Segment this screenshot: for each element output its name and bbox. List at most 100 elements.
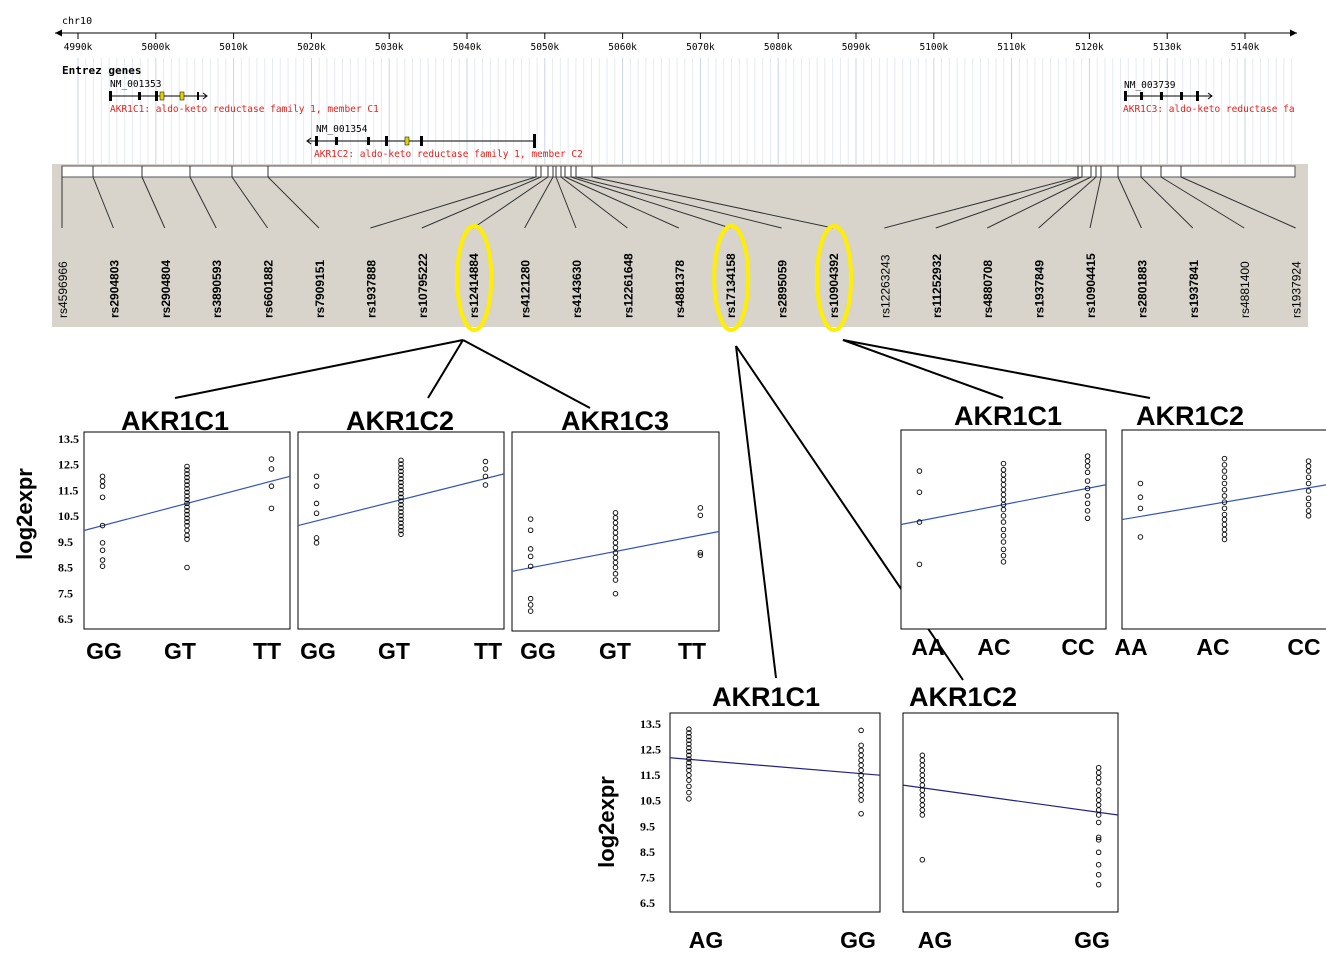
plot-title: AKR1C2 <box>909 682 1017 712</box>
snp-label: rs11252932 <box>930 254 944 318</box>
data-point <box>1221 474 1228 481</box>
data-point <box>697 512 704 519</box>
data-point <box>527 602 534 608</box>
genotype-label: AG <box>689 927 724 953</box>
data-point <box>1221 455 1228 462</box>
ruler-tick-label: 5130k <box>1153 42 1182 53</box>
gene-exon <box>420 136 423 146</box>
connector-line <box>842 339 1004 399</box>
y-tick-label: 8.5 <box>640 845 655 859</box>
gene-description: AKR1C1: aldo-keto reductase family 1, me… <box>110 104 379 115</box>
plot-akr1c1-rs12414884: AKR1C1 GG GT TT <box>83 406 291 664</box>
y-tick-label: 7.5 <box>640 870 655 884</box>
gene-exon <box>109 91 112 101</box>
data-point <box>1095 861 1102 868</box>
gene-exon <box>315 136 318 146</box>
data-point <box>527 608 534 614</box>
snp-label: rs4880708 <box>981 260 995 318</box>
snp-label: rs10904415 <box>1084 253 1098 318</box>
gene-accession: NM_003739 <box>1124 80 1176 91</box>
data-point <box>1095 871 1102 878</box>
data-point <box>398 487 404 493</box>
data-point <box>1137 534 1144 540</box>
genotype-label: GT <box>378 638 410 664</box>
data-point <box>612 590 619 597</box>
data-point <box>686 752 692 759</box>
gene-akr1c2[interactable]: NM_001354 AKR1C2: aldo-keto reductase fa… <box>306 124 583 160</box>
snp-connector <box>575 176 782 229</box>
data-point <box>398 483 404 489</box>
genotype-label: GT <box>164 638 196 664</box>
data-point <box>398 490 404 497</box>
data-point <box>184 508 190 514</box>
genome-browser: chr10 4990k 5000k 5010k 5020k 5030k 5040k 5050… <box>52 16 1308 332</box>
data-point <box>1000 506 1007 513</box>
connector-line <box>462 339 591 409</box>
ruler-tick-label: 5070k <box>686 42 715 53</box>
data-point <box>184 485 190 492</box>
gene-akr1c3[interactable]: NM_003739 AKR1C3: aldo-keto reductase fa <box>1123 80 1295 115</box>
genotype-label: TT <box>253 638 281 664</box>
snp-label: rs4881400 <box>1238 261 1252 318</box>
y-tick-labels-left: 13.5 12.5 11.5 10.5 9.5 8.5 7.5 6.5 <box>58 432 79 626</box>
y-tick-label: 9.5 <box>640 819 655 833</box>
snp-label: rs2904804 <box>159 260 173 318</box>
data-point <box>268 505 275 512</box>
data-point <box>1084 493 1091 499</box>
data-point <box>398 531 404 537</box>
data-point <box>697 549 704 556</box>
genotype-label: AG <box>918 927 953 953</box>
snp-connector <box>524 176 554 229</box>
data-point <box>99 557 106 563</box>
genotype-label: TT <box>678 638 706 664</box>
data-point <box>527 595 534 602</box>
genotype-label: GG <box>1074 927 1110 953</box>
data-point <box>1095 881 1102 888</box>
gene-exon <box>1160 92 1163 100</box>
ruler-tick-label: 5010k <box>219 42 248 53</box>
data-point <box>686 783 692 790</box>
snp-connector <box>267 176 320 229</box>
gene-accession: NM_001354 <box>316 124 368 135</box>
data-point <box>398 524 404 530</box>
data-point <box>184 564 190 571</box>
y-tick-labels-bottom: 13.5 12.5 11.5 10.5 9.5 8.5 7.5 6.5 <box>640 717 661 910</box>
genotype-label: GG <box>840 927 876 953</box>
snp-connector <box>1160 176 1245 229</box>
data-point <box>313 540 320 546</box>
data-point <box>1095 819 1102 826</box>
data-point <box>1000 519 1007 525</box>
snp-connector <box>935 176 1083 229</box>
data-point <box>398 472 404 478</box>
data-point <box>858 810 864 817</box>
plot-akr1c3-rs12414884: AKR1C3 GG GT TT <box>511 406 720 664</box>
plot-akr1c2-rs12414884: AKR1C2 GG GT TT <box>297 406 505 664</box>
snp-connector <box>421 176 542 229</box>
data-point <box>1221 505 1228 512</box>
data-point <box>527 563 534 570</box>
data-point <box>482 458 489 465</box>
ruler-tick-label: 4990k <box>64 42 93 53</box>
snp-connector <box>555 176 577 229</box>
genotype-label: AA <box>1114 634 1147 660</box>
ruler-tick-label: 5000k <box>141 42 170 53</box>
data-point <box>184 474 190 481</box>
snp-label: rs7909151 <box>313 260 327 318</box>
data-point <box>919 812 926 818</box>
data-point <box>1137 494 1144 500</box>
chromosome-label: chr10 <box>62 16 92 27</box>
snp-label: rs2904803 <box>107 260 121 318</box>
data-point <box>1305 474 1312 481</box>
plot-frame <box>511 431 720 632</box>
gene-akr1c1[interactable]: NM_001353 AKR1C1: aldo-keto reductase fa… <box>109 79 379 115</box>
data-point <box>686 745 692 751</box>
ruler-tick-label: 5040k <box>453 42 482 53</box>
data-point <box>686 760 692 766</box>
data-point <box>268 483 275 489</box>
data-point <box>184 463 190 470</box>
gene-exon <box>179 91 185 101</box>
plot-title: AKR1C2 <box>1136 401 1244 431</box>
snp-panel <box>52 164 1308 327</box>
y-tick-label: 9.5 <box>58 535 73 549</box>
data-point <box>398 505 404 512</box>
